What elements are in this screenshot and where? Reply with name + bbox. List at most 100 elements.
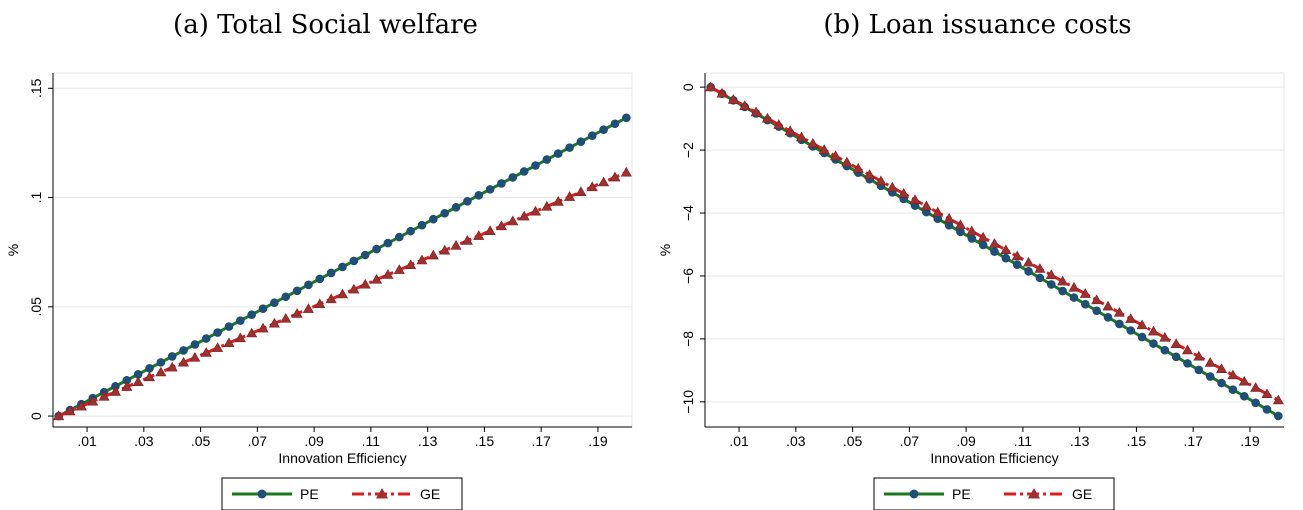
data-point-ge [132, 376, 144, 387]
data-point-ge [705, 81, 717, 92]
data-point-pe [1251, 398, 1260, 408]
data-point-pe [349, 256, 359, 266]
data-point-pe [201, 334, 211, 343]
data-point-ge [818, 144, 830, 154]
welfare-chart-svg: 0 .05 .1 .15 .01 .03 .05 .07 .09 .11 .13 .15 .17 .19 I… [5, 72, 633, 510]
data-point-ge [109, 386, 121, 396]
data-point-pe [1160, 345, 1170, 355]
data-point-ge [1238, 375, 1250, 386]
y-tick-label: 0 [680, 83, 696, 91]
data-point-pe [497, 179, 506, 188]
data-point-pe [1081, 299, 1090, 309]
data-point-ge [1000, 244, 1012, 255]
data-point-pe [190, 340, 200, 349]
data-point-ge [1011, 250, 1023, 261]
data-point-ge [898, 188, 910, 198]
data-point-ge [382, 269, 394, 279]
data-point-pe [956, 227, 965, 237]
data-point-ge [807, 137, 819, 148]
data-point-pe [1228, 385, 1238, 394]
data-point-pe [565, 143, 574, 152]
data-point-pe [440, 208, 449, 218]
x-tick-label: .17 [1183, 433, 1203, 449]
data-point-ge [246, 327, 258, 338]
data-point-ge [1147, 325, 1159, 336]
data-point-ge [291, 308, 303, 318]
data-point-pe [1183, 359, 1192, 368]
data-point-pe [1239, 391, 1249, 401]
data-point-pe [622, 113, 631, 123]
data-point-ge [830, 150, 842, 161]
x-tick-label: .15 [1127, 433, 1147, 449]
data-point-ge [314, 298, 326, 309]
data-point-ge [886, 181, 898, 192]
data-point-ge [178, 356, 190, 367]
data-point-ge [541, 200, 553, 211]
data-point-ge [1057, 275, 1069, 286]
data-point-pe [258, 304, 268, 313]
data-point-pe [1069, 293, 1079, 302]
data-point-ge [954, 219, 966, 229]
data-point-pe [531, 161, 540, 170]
data-point-pe [474, 191, 484, 200]
data-point-pe [599, 125, 608, 135]
data-point-pe [610, 119, 620, 129]
data-point-ge [564, 191, 576, 201]
data-point-ge [336, 288, 349, 299]
data-point-ge [1091, 294, 1103, 305]
data-point-pe [967, 234, 977, 243]
data-point-ge [393, 264, 405, 274]
data-point-ge [784, 125, 796, 136]
data-point-ge [121, 381, 133, 391]
data-point-ge [864, 169, 876, 179]
data-point-pe [1046, 280, 1056, 289]
data-point-ge [920, 200, 932, 211]
data-point-ge [988, 238, 1001, 248]
data-point-ge [1193, 350, 1205, 361]
data-point-ge [943, 213, 955, 223]
data-point-ge [1136, 319, 1148, 330]
x-tick-label: .07 [248, 433, 268, 449]
data-point-ge [223, 337, 235, 348]
data-point-pe [463, 197, 472, 206]
data-point-pe [1194, 365, 1204, 375]
data-point-ge [909, 194, 921, 204]
data-point-ge [155, 366, 167, 377]
data-point-ge [87, 395, 99, 406]
data-point-pe [508, 173, 518, 182]
data-point-ge [841, 156, 853, 167]
x-tick-label: .01 [77, 433, 97, 449]
x-axis-label: Innovation Efficiency [930, 450, 1058, 466]
data-point-pe [326, 268, 336, 278]
y-axis-label: % [657, 244, 673, 256]
data-point-ge [166, 361, 178, 372]
chart-title: (a) Total Social welfare [173, 10, 478, 40]
x-tick-label: .09 [956, 433, 976, 449]
y-tick-label: −10 [680, 390, 696, 414]
data-point-ge [1170, 338, 1182, 348]
data-point-ge [518, 210, 530, 221]
data-point-pe [978, 240, 988, 250]
x-tick-label: .13 [418, 433, 438, 449]
data-point-pe [247, 310, 256, 319]
legend-label: PE [300, 486, 319, 502]
data-point-ge [966, 225, 978, 236]
x-tick-label: .01 [729, 433, 749, 449]
data-point-ge [977, 231, 989, 242]
y-tick-label: 0 [28, 412, 44, 420]
data-point-pe [1126, 326, 1136, 335]
data-point-pe [1103, 313, 1113, 322]
data-point-ge [1261, 388, 1273, 399]
legend-label: PE [952, 486, 971, 502]
data-point-ge [64, 405, 76, 416]
data-point-ge [750, 106, 762, 117]
data-point-pe [383, 238, 393, 248]
data-point-pe [553, 149, 563, 158]
x-tick-label: .05 [843, 433, 863, 449]
y-tick-label: −4 [680, 205, 696, 221]
data-point-ge [359, 278, 371, 289]
data-point-ge [212, 342, 224, 352]
legend-marker-ge [376, 488, 388, 499]
data-point-ge [439, 244, 451, 255]
x-tick-label: .17 [531, 433, 551, 449]
